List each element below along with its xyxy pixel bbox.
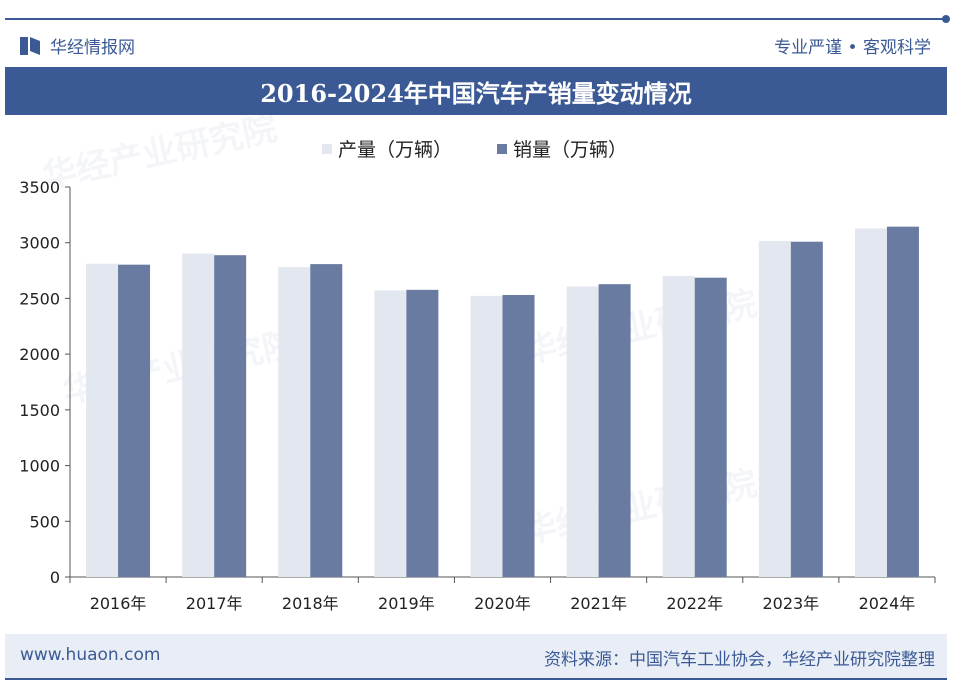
bar-sales xyxy=(502,294,535,577)
bar-sales xyxy=(886,226,919,577)
top-rule-dot xyxy=(942,15,950,23)
bar-production xyxy=(662,275,695,577)
y-tick-label: 3000 xyxy=(19,234,60,253)
brand-logo-icon xyxy=(20,36,40,55)
bar-sales xyxy=(406,289,439,577)
x-tick-label: 2016年 xyxy=(90,594,147,613)
x-tick-label: 2019年 xyxy=(378,594,435,613)
y-tick-label: 3500 xyxy=(19,178,60,197)
brand-name: 华经情报网 xyxy=(50,38,135,58)
x-tick-label: 2021年 xyxy=(570,594,627,613)
bar-sales xyxy=(598,284,631,577)
bar-production xyxy=(854,228,887,578)
bar-production xyxy=(374,290,407,577)
bar-production xyxy=(470,295,503,577)
bar-sales xyxy=(118,264,151,577)
y-tick-label: 1500 xyxy=(19,401,60,420)
bar-production xyxy=(566,286,599,577)
x-tick-label: 2024年 xyxy=(859,594,916,613)
y-tick-label: 2000 xyxy=(19,345,60,364)
legend-production-label: 产量（万辆） xyxy=(338,139,452,161)
bar-production xyxy=(86,263,119,577)
x-tick-label: 2022年 xyxy=(666,594,723,613)
top-rule xyxy=(5,18,947,20)
bar-sales xyxy=(214,255,247,578)
x-tick-label: 2017年 xyxy=(186,594,243,613)
x-tick-label: 2020年 xyxy=(474,594,531,613)
bar-production xyxy=(758,240,791,577)
y-tick-label: 1000 xyxy=(19,457,60,476)
footer-bar xyxy=(5,634,947,678)
x-tick-label: 2018年 xyxy=(282,594,339,613)
bar-sales xyxy=(790,241,823,577)
x-tick-label: 2023年 xyxy=(762,594,819,613)
footer-source: 资料来源：中国汽车工业协会，华经产业研究院整理 xyxy=(544,650,935,670)
chart-title: 2016-2024年中国汽车产销量变动情况 xyxy=(260,78,692,108)
bottom-rule xyxy=(5,678,947,680)
bar-chart: 0 500 1000 1500 2000 2500 3000 3500 2016年 2017年 20… xyxy=(19,139,936,613)
brand: 华经情报网 xyxy=(20,33,135,58)
legend-production-swatch xyxy=(322,144,332,154)
legend-sales-swatch xyxy=(497,144,507,154)
bar-production xyxy=(182,253,215,578)
footer-url[interactable]: www.huaon.com xyxy=(20,645,161,665)
bar-sales xyxy=(694,277,727,577)
legend-sales-label: 销量（万辆） xyxy=(513,139,627,161)
slogan: 专业严谨 • 客观科学 xyxy=(774,38,931,58)
chart-title-bar: 2016-2024年中国汽车产销量变动情况 xyxy=(5,67,947,115)
y-tick-label: 0 xyxy=(50,568,60,587)
bar-sales xyxy=(310,264,343,577)
y-tick-label: 2500 xyxy=(19,289,60,308)
bar-production xyxy=(278,267,311,577)
y-tick-label: 500 xyxy=(29,512,60,531)
